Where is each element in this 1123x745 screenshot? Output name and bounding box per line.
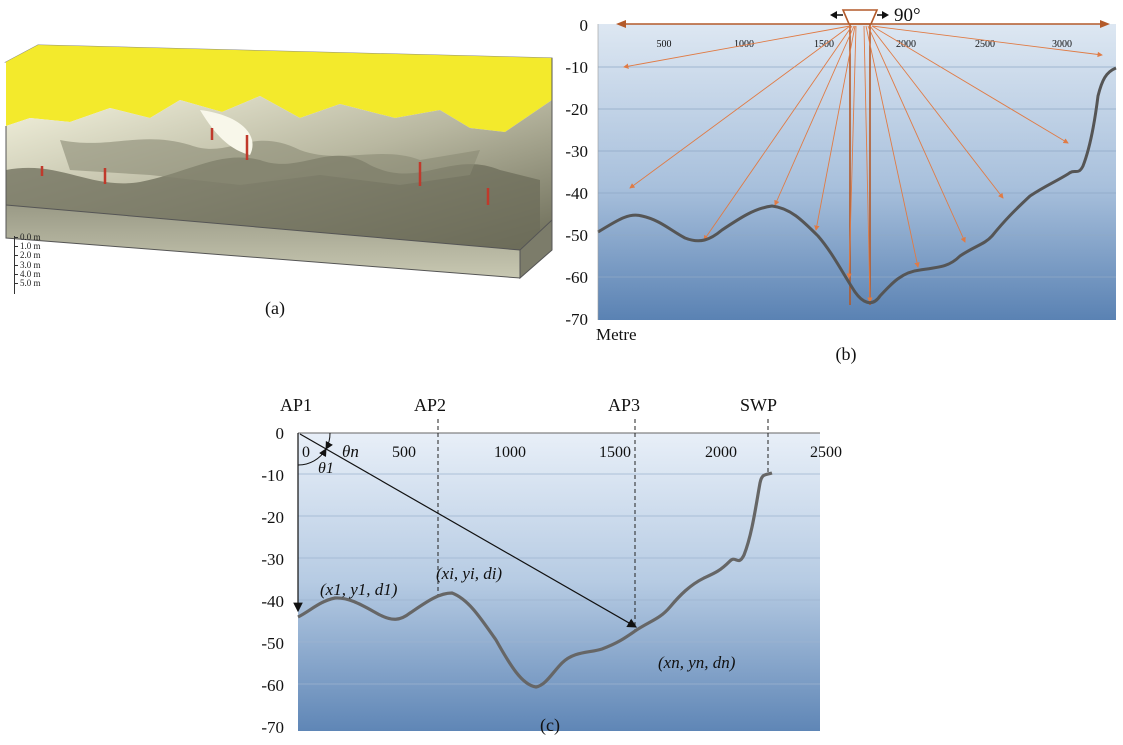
depth-scale-3: 3.0 m (14, 260, 41, 270)
rotate-right-icon (882, 11, 889, 19)
depth-scale-2: 2.0 m (14, 251, 41, 260)
channel-highlight (200, 110, 253, 155)
rotate-left-icon (830, 11, 837, 19)
c-x-tick-500: 500 (392, 444, 416, 461)
label-middle-point: (xi, yi, di) (436, 564, 502, 583)
y-tick-3: -30 (565, 142, 588, 161)
sonar-rays (623, 25, 1103, 303)
label-last-point: (xn, yn, dn) (658, 653, 736, 672)
point-ap2: AP2 (414, 395, 446, 415)
theta-n-label: θn (342, 442, 359, 461)
x-unit-label: Metre (596, 325, 637, 344)
slant-arrow (299, 433, 638, 628)
depth-scale-5: 5.0 m (14, 278, 41, 288)
theta-1-label: θ1 (318, 460, 334, 477)
c-x-tick-1500: 1500 (599, 444, 631, 461)
ray-diagram: 0 -10 -20 -30 -40 -50 -60 -70 500 1000 1… (565, 5, 1117, 365)
surface-arrow-left (616, 20, 626, 28)
sensor-trapezoid (841, 9, 879, 25)
gridlines-c (298, 473, 820, 685)
x-tick-500: 500 (657, 39, 672, 50)
panel-b: 0 -10 -20 -30 -40 -50 -60 -70 500 1000 1… (550, 0, 1123, 370)
y-tick-2: -20 (565, 100, 588, 119)
c-y-tick-2: -20 (261, 508, 284, 527)
point-labels: AP1 AP2 AP3 SWP (280, 395, 777, 415)
panel-a: 0.0 m 1.0 m 2.0 m 3.0 m 4.0 m 5.0 m (a) (0, 0, 570, 330)
c-y-tick-4: -40 (261, 592, 284, 611)
panel-c: 0 -10 -20 -30 -40 -50 -60 -70 0 500 1000… (240, 385, 860, 740)
y-axis-ticks-c: 0 -10 -20 -30 -40 -50 -60 -70 (261, 424, 284, 737)
c-y-tick-5: -50 (261, 634, 284, 653)
angle-label: 90° (894, 5, 921, 26)
y-axis-ticks: 0 -10 -20 -30 -40 -50 -60 -70 (565, 16, 588, 329)
x-tick-2500: 2500 (975, 39, 995, 50)
depth-scale-4: 4.0 m (14, 269, 41, 279)
theta-n-arc (325, 432, 333, 450)
theta-1-arc (297, 448, 327, 466)
terrain-3d-block (4, 44, 553, 280)
point-swp: SWP (740, 395, 777, 415)
y-tick-6: -60 (565, 268, 588, 287)
gridlines (598, 66, 1116, 278)
label-first-point: (x1, y1, d1) (320, 580, 398, 599)
seabed-profile-c (297, 471, 773, 689)
y-tick-4: -40 (565, 184, 588, 203)
survey-markers (40, 128, 490, 205)
x-tick-1500: 1500 (814, 39, 834, 50)
x-tick-2000: 2000 (896, 39, 916, 50)
c-x-tick-0: 0 (302, 444, 310, 461)
caption-c: (c) (540, 715, 560, 735)
depth-scale-1: 1.0 m (14, 241, 41, 251)
y-tick-7: -70 (565, 310, 588, 329)
c-y-tick-3: -30 (261, 550, 284, 569)
land-surface (6, 45, 552, 132)
c-y-tick-6: -60 (261, 676, 284, 695)
x-tick-3000: 3000 (1052, 39, 1072, 50)
depth-scale-labels: 0.0 m 1.0 m 2.0 m 3.0 m 4.0 m 5.0 m (14, 232, 41, 288)
caption-a: (a) (265, 298, 285, 318)
y-tick-0: 0 (580, 16, 589, 35)
seabed-profile (597, 66, 1117, 305)
point-ap1: AP1 (280, 395, 312, 415)
coordinate-labels: (x1, y1, d1) (xi, yi, di) (xn, yn, dn) (320, 564, 736, 672)
vertical-dashed-lines (437, 419, 769, 630)
y-tick-1: -10 (565, 58, 588, 77)
c-y-tick-1: -10 (261, 466, 284, 485)
y-tick-5: -50 (565, 226, 588, 245)
profile-diagram: 0 -10 -20 -30 -40 -50 -60 -70 0 500 1000… (261, 395, 842, 737)
x-axis-ticks-c: 0 500 1000 1500 2000 2500 (302, 444, 842, 461)
depth-scale-0: 0.0 m (14, 232, 41, 242)
c-x-tick-2500: 2500 (810, 444, 842, 461)
ridge-shading (60, 139, 480, 185)
caption-b: (b) (836, 344, 857, 365)
c-x-tick-1000: 1000 (494, 444, 526, 461)
c-y-tick-7: -70 (261, 718, 284, 737)
x-tick-1000: 1000 (734, 39, 754, 50)
surface-arrow-right (1100, 20, 1110, 28)
c-y-tick-0: 0 (276, 424, 285, 443)
c-x-tick-2000: 2000 (705, 444, 737, 461)
x-axis-ticks: 500 1000 1500 2000 2500 3000 (657, 39, 1073, 50)
point-ap3: AP3 (608, 395, 640, 415)
water-background (598, 24, 1116, 320)
